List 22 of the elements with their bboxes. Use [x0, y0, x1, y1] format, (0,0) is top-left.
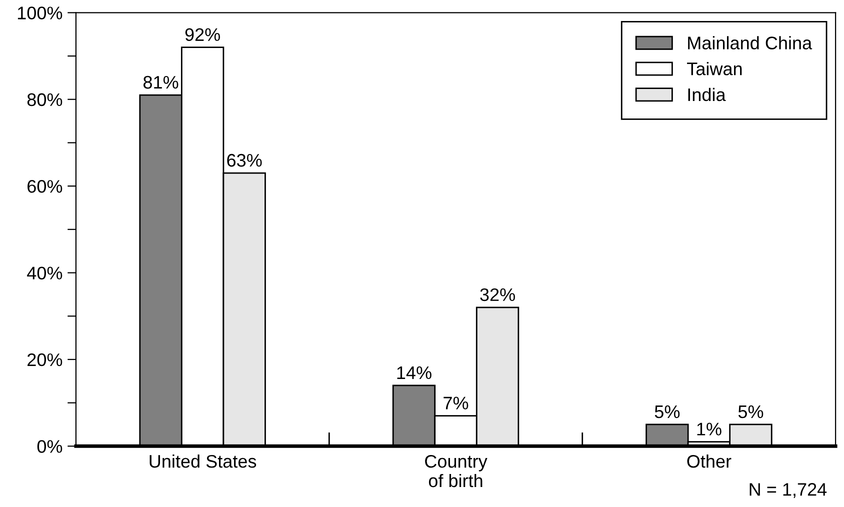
legend-label: Taiwan — [687, 62, 742, 76]
text: N = 1,724 — [750, 483, 827, 498]
y-tick-label: 80% — [27, 93, 62, 106]
data-label: 32% — [480, 288, 515, 302]
legend-label: India — [688, 88, 726, 102]
data-label: 14% — [397, 366, 432, 380]
y-tick-label: 100% — [18, 6, 62, 20]
data-label: 5% — [654, 405, 680, 418]
y-tick-label: 0% — [37, 440, 62, 453]
data-label: 63% — [227, 154, 262, 167]
data-label: 7% — [444, 396, 468, 410]
x-tick-label: Country of birth — [425, 454, 488, 488]
data-label: 5% — [738, 405, 764, 418]
x-tick-label: Other — [687, 454, 732, 468]
y-tick-label: 60% — [28, 180, 62, 193]
data-label: 81% — [144, 76, 178, 89]
x-tick-label: United States — [150, 454, 256, 468]
data-label: 92% — [185, 28, 220, 42]
y-tick-label: 40% — [27, 266, 62, 280]
legend-label: Mainland China — [688, 36, 812, 50]
data-label: 1% — [697, 422, 722, 436]
y-tick-label: 20% — [28, 353, 62, 366]
